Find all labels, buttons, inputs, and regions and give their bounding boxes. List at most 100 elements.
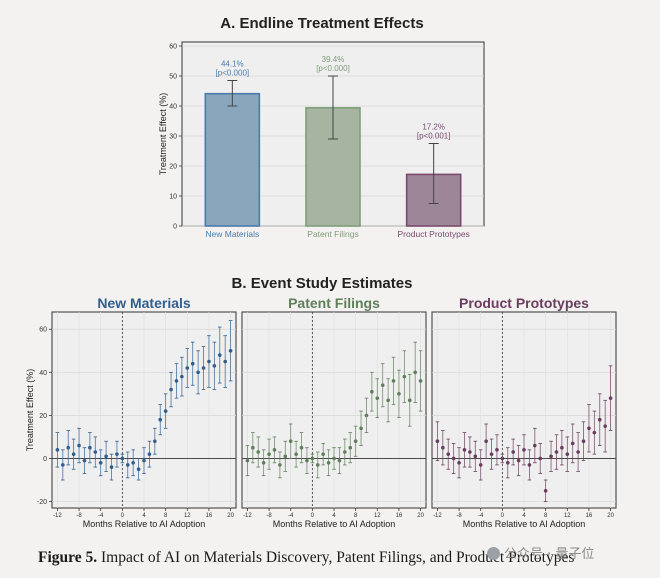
panel-x-tick-label: 0 xyxy=(501,513,505,519)
panel-x-tick-label: -8 xyxy=(76,513,82,519)
event-point xyxy=(185,366,190,370)
event-point xyxy=(190,361,195,366)
event-point xyxy=(278,463,282,467)
panel-x-tick-label: -12 xyxy=(243,513,252,519)
event-point xyxy=(413,370,417,375)
event-point xyxy=(136,467,141,472)
caption-text: Impact of AI on Materials Discovery, Pat… xyxy=(101,549,575,566)
event-point xyxy=(407,398,412,403)
event-point xyxy=(375,396,380,400)
event-point xyxy=(169,387,173,392)
event-point xyxy=(288,439,293,444)
panel-x-tick-label: 8 xyxy=(164,513,168,519)
event-point xyxy=(370,389,374,394)
event-point xyxy=(321,452,325,456)
bar-p-label: [p<0.000] xyxy=(216,69,250,78)
event-point xyxy=(283,454,288,459)
event-point xyxy=(125,463,130,467)
event-point xyxy=(104,454,108,459)
event-point xyxy=(581,439,586,444)
event-point xyxy=(82,458,87,463)
panel-x-tick-label: -8 xyxy=(266,513,272,519)
event-point xyxy=(115,452,119,456)
event-point xyxy=(441,445,445,450)
event-point xyxy=(397,392,401,396)
event-point xyxy=(332,456,336,461)
panel-x-tick-label: 8 xyxy=(354,513,358,519)
event-point xyxy=(549,454,553,459)
event-point xyxy=(223,359,227,364)
event-point xyxy=(576,450,580,454)
event-point xyxy=(468,450,472,454)
event-point xyxy=(77,443,81,448)
bar-p-label: [p<0.001] xyxy=(417,132,451,141)
figure-canvas: A. Endline Treatment Effects 01020304050… xyxy=(25,15,617,529)
event-point xyxy=(142,458,146,463)
bar-value-label: 44.1% xyxy=(221,60,244,69)
event-point xyxy=(294,452,298,456)
panel-x-tick-label: 16 xyxy=(586,513,593,519)
event-point xyxy=(153,439,157,444)
panel-x-tick-label: -4 xyxy=(98,513,104,519)
event-point xyxy=(597,417,602,422)
event-point xyxy=(554,450,559,454)
event-point xyxy=(435,439,440,444)
chart-a-y-tick-label: 0 xyxy=(173,224,177,231)
event-point xyxy=(446,452,451,456)
event-point xyxy=(353,439,358,444)
panel-x-tick-label: -4 xyxy=(478,513,484,519)
event-point xyxy=(66,445,71,450)
chart-a-y-tick-label: 20 xyxy=(169,164,177,171)
event-point xyxy=(180,374,184,379)
event-point xyxy=(93,450,98,454)
panel-x-tick-label: 20 xyxy=(607,513,614,519)
event-point xyxy=(256,450,261,454)
panel-x-axis-label: Months Relative to AI Adoption xyxy=(83,519,206,529)
event-point xyxy=(326,460,331,465)
bar-category-label: Product Prototypes xyxy=(398,229,470,239)
wechat-icon xyxy=(487,547,500,560)
event-point xyxy=(359,426,363,431)
panel-x-tick-label: 4 xyxy=(332,513,336,519)
panel-y-tick-label: 60 xyxy=(39,327,47,334)
event-point xyxy=(217,353,222,357)
event-point xyxy=(315,463,320,467)
event-point xyxy=(245,458,250,463)
watermark-text: 公众号 · 量子位 xyxy=(504,547,595,562)
panel-x-tick-label: 8 xyxy=(544,513,548,519)
event-point xyxy=(478,463,483,467)
panel-title: Product Prototypes xyxy=(459,295,589,311)
panel-x-tick-label: -8 xyxy=(456,513,462,519)
event-point xyxy=(196,370,200,375)
event-point xyxy=(527,463,532,467)
panel-title: Patent Filings xyxy=(288,295,380,311)
event-point xyxy=(565,452,570,456)
panel-x-tick-label: 4 xyxy=(522,513,526,519)
chart-a-y-tick-label: 50 xyxy=(169,74,177,81)
panel-x-tick-label: -4 xyxy=(288,513,294,519)
chart-b-y-axis-label: Treatment Effect (%) xyxy=(25,369,35,452)
event-point xyxy=(310,456,315,461)
event-point xyxy=(402,374,407,379)
chart-a-title: A. Endline Treatment Effects xyxy=(220,15,423,32)
event-point xyxy=(451,456,456,461)
event-point xyxy=(174,379,179,383)
event-point xyxy=(522,448,526,452)
event-point xyxy=(418,379,423,383)
event-point xyxy=(457,460,461,465)
event-point xyxy=(380,383,385,388)
event-point xyxy=(505,460,510,465)
event-point xyxy=(533,443,537,448)
event-point xyxy=(489,452,494,456)
panel-x-tick-label: 16 xyxy=(206,513,213,519)
event-point xyxy=(587,426,591,431)
bar xyxy=(305,107,361,227)
panel-x-tick-label: 4 xyxy=(142,513,146,519)
event-point xyxy=(305,458,309,463)
event-point xyxy=(147,452,152,456)
chart-a-y-tick-label: 10 xyxy=(169,194,177,201)
event-point xyxy=(261,460,266,465)
figure-caption: Figure 5. Impact of AI on Materials Disc… xyxy=(38,549,574,567)
